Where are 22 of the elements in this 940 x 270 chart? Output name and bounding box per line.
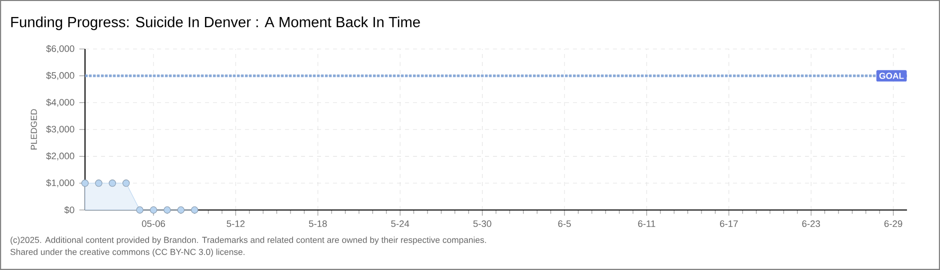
x-tick-label: 5-18 bbox=[308, 220, 327, 227]
y-tick-label: $5,000 bbox=[46, 72, 74, 80]
y-tick-label: $2,000 bbox=[46, 152, 74, 160]
text: Shared under the creative commons (CC BY-NC 3.0) license. bbox=[10, 248, 244, 257]
x-tick-label: 5-24 bbox=[391, 220, 410, 227]
x-tick-label: 6-17 bbox=[720, 220, 738, 227]
x-tick-label: 6-23 bbox=[802, 220, 820, 227]
y-tick-label: $6,000 bbox=[46, 44, 74, 54]
x-tick-label: 6-11 bbox=[638, 220, 656, 227]
x-tick-label: 5-30 bbox=[473, 220, 492, 227]
x-tick-label: 6-29 bbox=[884, 220, 902, 227]
x-tick-label: 05-06 bbox=[142, 220, 166, 227]
ref-line-label: GOAL bbox=[879, 72, 904, 79]
y-tick-label: $3,000 bbox=[46, 125, 74, 134]
y-tick-label: $1,000 bbox=[46, 179, 74, 188]
y-tick-label: $0 bbox=[64, 206, 74, 214]
chart-title: Funding Progress: Suicide In Denver : A Moment Back In Time bbox=[11, 16, 420, 30]
x-tick-label: 6-5 bbox=[558, 220, 571, 227]
x-tick-label: 5-12 bbox=[226, 220, 245, 227]
text: (c)2025. Additional content provided by Brandon. Trademarks and related content are owned by their respective companies. bbox=[10, 236, 486, 245]
y-axis-title: PLEDGED bbox=[30, 109, 37, 150]
y-tick-label: $4,000 bbox=[46, 98, 74, 107]
